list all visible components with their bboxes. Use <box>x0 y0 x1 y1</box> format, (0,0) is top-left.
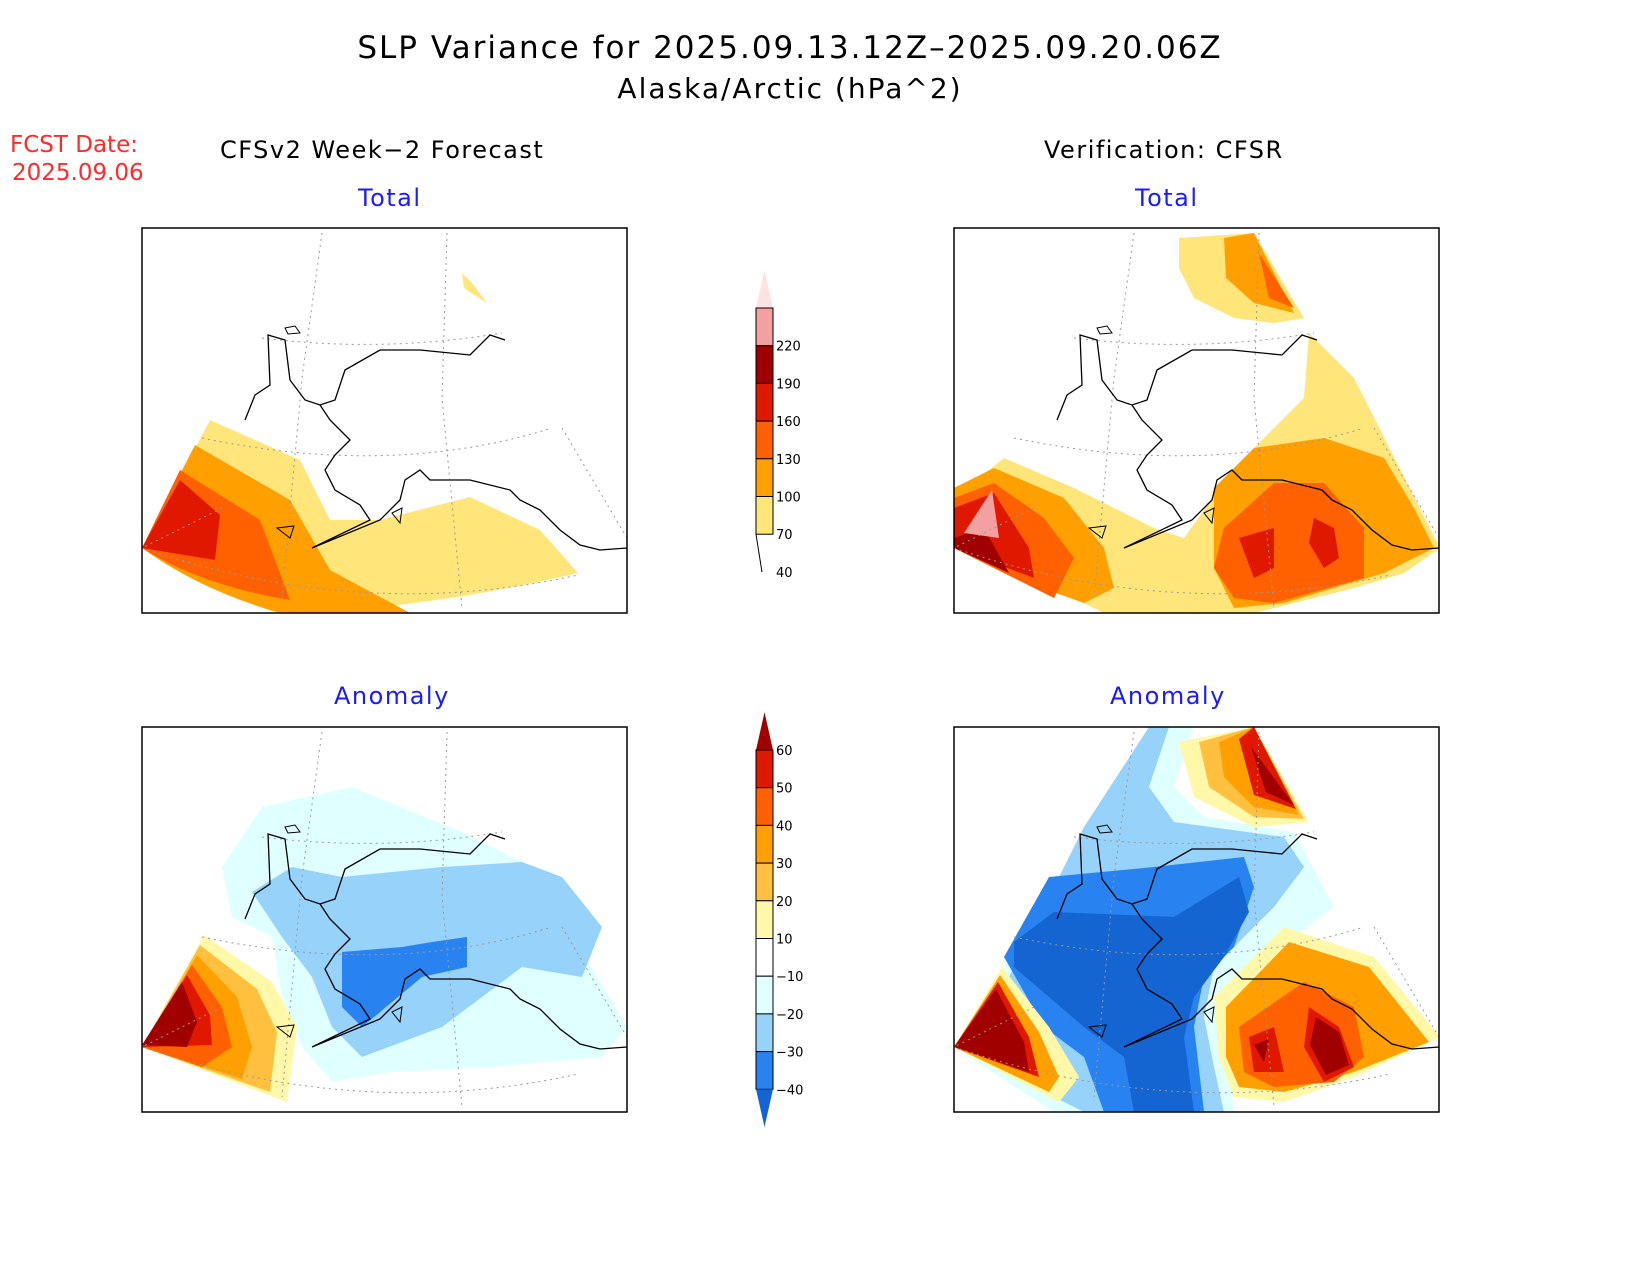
colorbar-swatch <box>755 496 774 535</box>
colorbar-tick-label: 190 <box>776 377 801 392</box>
colorbar-tick-label: 70 <box>776 528 793 543</box>
colorbar-swatch <box>755 938 774 977</box>
colorbar-tick-label: 40 <box>776 566 793 581</box>
subtitle-line: Alaska/Arctic (hPa^2) <box>617 72 963 105</box>
colorbar-tick-label: 100 <box>776 491 801 506</box>
colorbar-tick-label: −30 <box>776 1046 803 1061</box>
colorbar-swatch <box>755 749 774 789</box>
fcst-date-value: 2025.09.06 <box>12 160 144 186</box>
colorbar-swatch <box>755 824 774 864</box>
colorbar-tick-label: 20 <box>776 895 793 910</box>
colorbar-swatch <box>755 862 774 902</box>
colorbar-swatch <box>755 900 774 939</box>
colorbar-bottom-arrow <box>755 534 763 573</box>
map-frame <box>141 227 628 614</box>
forecast-anomaly-label: Anomaly <box>334 682 450 710</box>
colorbar-swatch <box>755 1013 774 1053</box>
forecast-anomaly-map <box>141 726 628 1113</box>
map-frame <box>953 726 1440 1113</box>
map-frame <box>141 726 628 1113</box>
colorbar-top-arrow <box>756 712 773 750</box>
colorbar-top-arrow <box>756 270 773 308</box>
colorbar-tick-label: −40 <box>776 1083 803 1098</box>
chart-title: SLP Variance for 2025.09.13.12Z–2025.09.… <box>0 30 1650 105</box>
colorbar-tick-label: 30 <box>776 857 793 872</box>
colorbar-tick-label: 60 <box>776 744 793 759</box>
colorbar-swatch <box>755 345 774 384</box>
fcst-date-label: FCST Date: <box>10 132 138 158</box>
colorbar-swatch <box>755 975 774 1015</box>
verif-anomaly-label: Anomaly <box>1110 682 1226 710</box>
colorbar-total: 220 190 160 130 100 70 40 <box>755 270 801 581</box>
colorbar-swatch <box>755 420 774 460</box>
verification-column-header: Verification: CFSR <box>1044 136 1284 164</box>
colorbar-tick-label: 50 <box>776 782 793 797</box>
colorbar-tick-label: −10 <box>776 970 803 985</box>
verif-total-map <box>953 227 1440 614</box>
map-frame <box>953 227 1440 614</box>
colorbar-tick-label: −20 <box>776 1008 803 1023</box>
colorbar-anomaly: 60 50 40 30 20 10 −10 −20 −30 −40 <box>755 712 803 1127</box>
colorbar-tick-label: 130 <box>776 453 801 468</box>
title-line: SLP Variance for 2025.09.13.12Z–2025.09.… <box>357 30 1223 66</box>
colorbar-swatch <box>755 307 774 347</box>
colorbar-swatch <box>755 382 774 422</box>
colorbar-tick-label: 160 <box>776 415 801 430</box>
colorbar-tick-label: 40 <box>776 819 793 834</box>
verif-total-label: Total <box>1135 184 1199 212</box>
verif-anomaly-map <box>953 726 1440 1113</box>
forecast-column-header: CFSv2 Week−2 Forecast <box>220 136 545 164</box>
forecast-total-label: Total <box>358 184 422 212</box>
forecast-total-map <box>141 227 628 614</box>
colorbar-tick-label: 220 <box>776 340 801 355</box>
colorbar-swatch <box>755 787 774 826</box>
colorbar-tick-label: 10 <box>776 933 793 948</box>
colorbar-swatch <box>755 458 774 497</box>
colorbar-bottom-arrow <box>756 1089 773 1127</box>
colorbar-swatch <box>755 1051 774 1090</box>
